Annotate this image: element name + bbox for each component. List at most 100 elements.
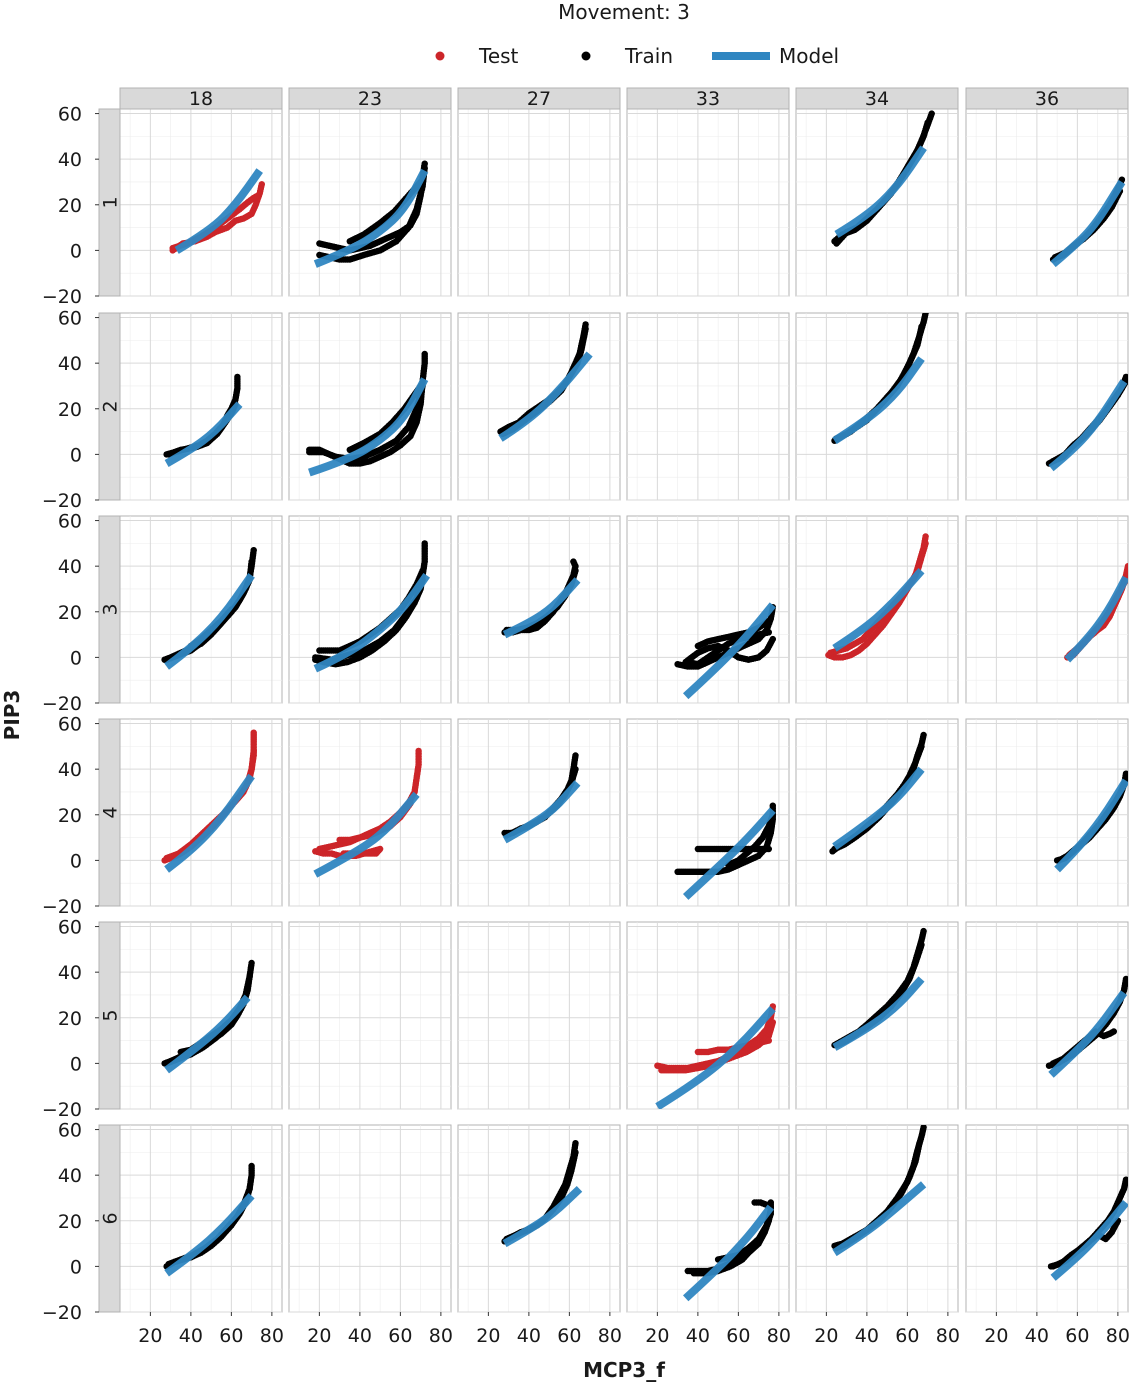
column-strip: [626, 87, 790, 110]
facet-panels: 18 23 27 33 34 36123456−200204060−200204060−2…: [42, 87, 1130, 1347]
model-curve: [832, 976, 925, 1051]
panel-background: [795, 515, 959, 704]
train-point: [421, 540, 428, 547]
panel-1-23: [288, 108, 452, 297]
test-point: [769, 1019, 776, 1026]
panel-1-33: [626, 108, 790, 297]
panel-data-1-36: [1049, 176, 1126, 268]
column-strip: [795, 87, 959, 110]
y-tick-label: 60: [58, 104, 82, 126]
model-curve: [313, 573, 430, 673]
model-curve: [832, 1181, 927, 1257]
train-point: [572, 752, 579, 759]
train-point: [1110, 1028, 1118, 1035]
panel-2-18: [119, 312, 283, 501]
train-point: [769, 635, 776, 643]
train-point: [1122, 1176, 1128, 1183]
panel-data-4-27: [501, 752, 581, 844]
x-tick-label: 60: [895, 1325, 919, 1347]
train-point: [916, 1140, 923, 1147]
legend-label-model: Model: [779, 44, 839, 68]
panel-data-6-33: [683, 1199, 774, 1302]
row-strip: [98, 921, 121, 1110]
panel-1-27: [457, 108, 621, 297]
panel-4-18: [119, 718, 283, 907]
y-tick-label: −20: [42, 693, 82, 715]
column-strip: [457, 87, 621, 110]
x-tick-label: 40: [348, 1325, 372, 1347]
panel-data-3-27: [501, 558, 581, 639]
train-point: [572, 1149, 579, 1156]
y-tick-label: 60: [58, 1120, 82, 1142]
x-tick-label: 20: [138, 1325, 162, 1347]
panel-data-2-23: [306, 350, 429, 477]
train-point: [918, 941, 925, 948]
model-curve: [655, 1006, 776, 1109]
model-curve: [1050, 1199, 1128, 1281]
column-strip-label: 27: [527, 88, 551, 110]
model-curve: [682, 602, 776, 700]
model-curve: [832, 766, 925, 850]
panel-data-6-27: [501, 1140, 583, 1248]
train-point: [924, 119, 931, 126]
row-strip: [98, 515, 121, 704]
panel-background: [119, 312, 283, 501]
panel-background: [965, 921, 1129, 1110]
legend-label-train: Train: [624, 44, 673, 68]
row-strip-label: 3: [100, 603, 122, 615]
x-tick-label: 80: [429, 1325, 453, 1347]
panel-data-6-36: [1047, 1176, 1128, 1281]
panel-data-5-34: [831, 927, 927, 1051]
x-tick-label: 40: [517, 1325, 541, 1347]
train-point: [769, 802, 776, 809]
y-axis-title: PIP3: [0, 690, 24, 741]
train-point: [582, 321, 589, 328]
panel-data-1-34: [831, 110, 935, 247]
panel-background: [119, 921, 283, 1110]
row-strip-label: 2: [100, 400, 122, 412]
x-tick-label: 60: [726, 1325, 750, 1347]
panel-4-36: [965, 718, 1129, 907]
panel-data-1-18: [169, 168, 265, 254]
train-point: [1122, 975, 1128, 983]
panel-data-2-34: [831, 313, 929, 445]
x-tick-label: 80: [936, 1325, 960, 1347]
row-strip-label: 1: [100, 196, 122, 208]
y-tick-label: 20: [58, 195, 82, 217]
chart-title: Movement: 3: [558, 0, 690, 24]
y-tick-label: 60: [58, 511, 82, 533]
test-point: [250, 747, 257, 755]
panel-2-36: [965, 312, 1129, 501]
panel-5-23: [288, 921, 452, 1110]
model-curve: [683, 1204, 774, 1302]
panel-data-2-36: [1045, 373, 1128, 472]
train-point: [920, 927, 927, 935]
panel-data-6-18: [163, 1162, 255, 1277]
panel-data-6-34: [831, 1125, 927, 1257]
model-curve: [1064, 575, 1128, 663]
panel-background: [288, 921, 452, 1110]
train-point: [250, 547, 257, 554]
panel-background: [119, 515, 283, 704]
train-point: [234, 373, 241, 381]
model-curve: [164, 773, 255, 873]
panel-5-27: [457, 921, 621, 1110]
y-tick-label: 60: [58, 917, 82, 939]
legend-key-test: [435, 51, 445, 61]
panel-background: [457, 108, 621, 297]
panel-data-4-34: [829, 731, 927, 855]
row-strip: [98, 312, 121, 501]
column-strip-label: 34: [865, 88, 889, 110]
panel-6-23: [288, 1124, 452, 1313]
panel-data-3-34: [825, 533, 929, 661]
legend-key-train: [581, 51, 591, 61]
panel-data-5-18: [161, 959, 255, 1074]
panel-6-18: [119, 1124, 283, 1313]
panel-data-5-36: [1045, 975, 1128, 1078]
train-point: [246, 973, 253, 980]
panel-data-5-33: [654, 1003, 776, 1109]
test-point: [765, 1037, 772, 1044]
train-point: [765, 617, 772, 625]
y-tick-label: −20: [42, 490, 82, 512]
y-tick-label: −20: [42, 896, 82, 918]
